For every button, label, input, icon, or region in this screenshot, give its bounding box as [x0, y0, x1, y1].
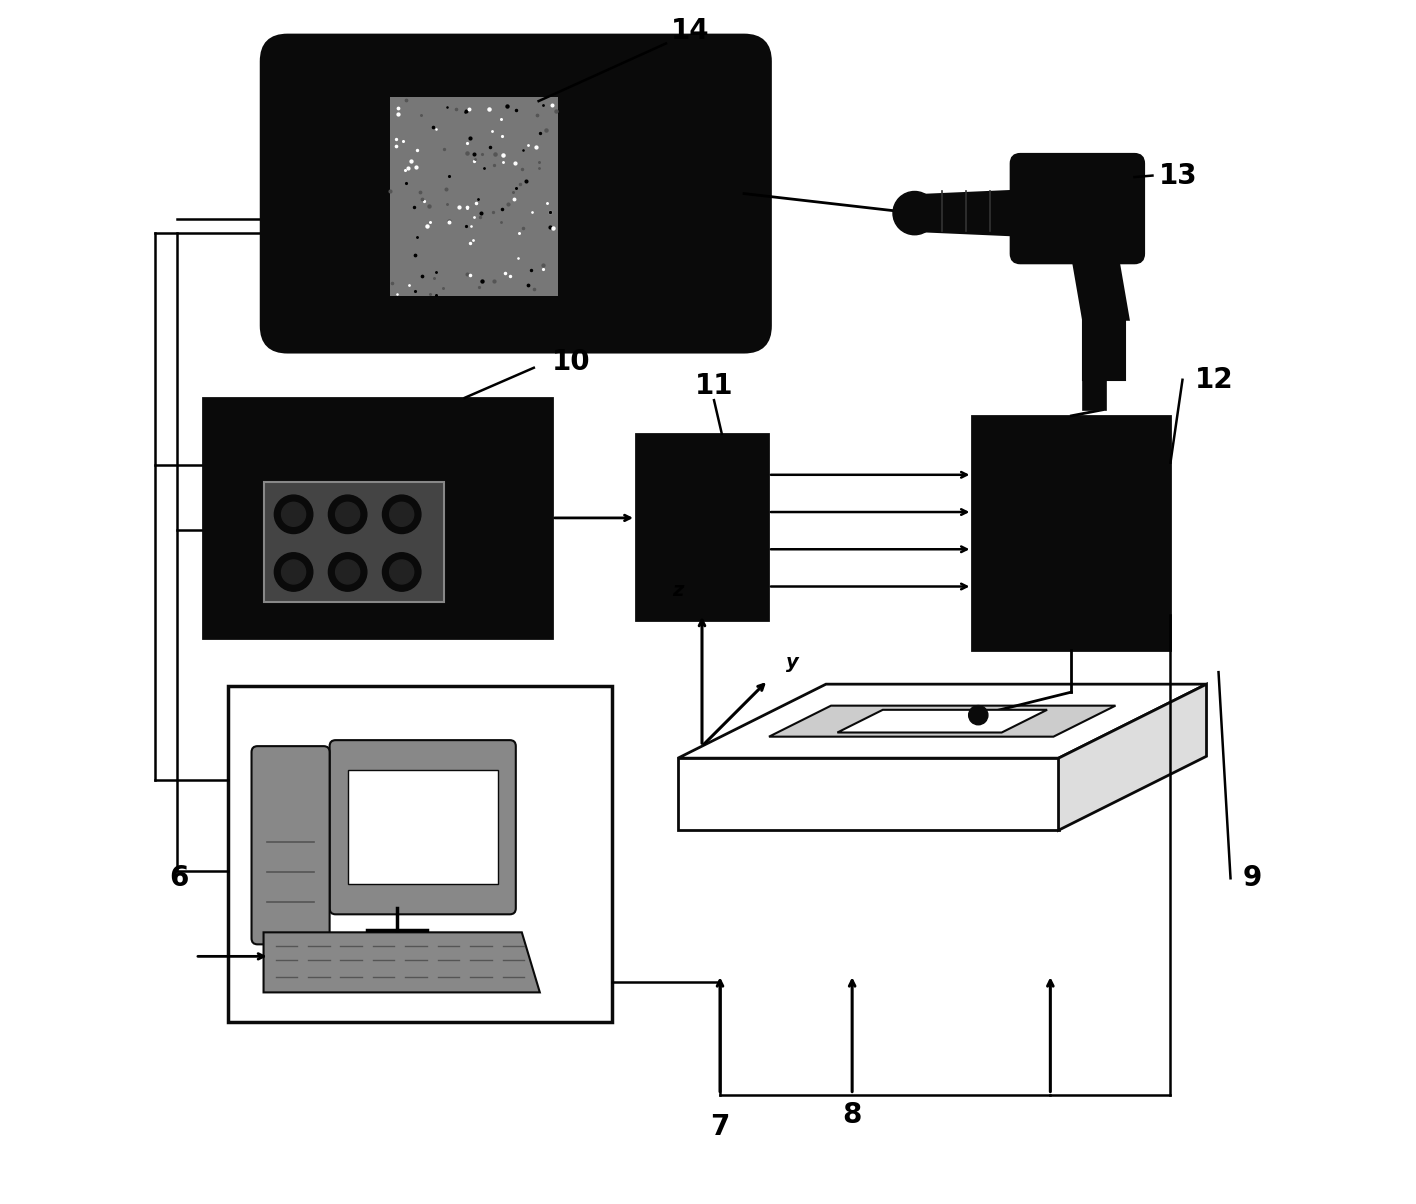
Text: 6: 6	[170, 864, 190, 892]
Text: 14: 14	[671, 17, 709, 46]
Polygon shape	[837, 710, 1046, 732]
Circle shape	[969, 706, 988, 725]
Text: y: y	[786, 653, 799, 672]
Text: 7: 7	[711, 1112, 729, 1140]
Circle shape	[329, 553, 367, 591]
Polygon shape	[1072, 254, 1129, 320]
Text: 8: 8	[843, 1100, 862, 1128]
Bar	[973, 415, 1171, 650]
Polygon shape	[263, 932, 539, 992]
Bar	[636, 433, 767, 620]
Text: 11: 11	[695, 372, 733, 400]
Text: z: z	[673, 582, 684, 600]
Polygon shape	[678, 684, 1206, 759]
Circle shape	[893, 191, 936, 235]
Circle shape	[382, 553, 421, 591]
Polygon shape	[1059, 684, 1206, 831]
Bar	[263, 482, 443, 602]
Bar	[228, 686, 612, 1022]
FancyBboxPatch shape	[261, 35, 770, 352]
Bar	[348, 771, 498, 884]
Text: 12: 12	[1195, 366, 1233, 394]
Circle shape	[275, 495, 313, 533]
FancyBboxPatch shape	[252, 746, 330, 944]
Circle shape	[336, 560, 360, 584]
Polygon shape	[769, 706, 1116, 737]
Circle shape	[382, 495, 421, 533]
Circle shape	[282, 502, 306, 526]
Polygon shape	[678, 759, 1059, 831]
Circle shape	[336, 502, 360, 526]
Text: 10: 10	[552, 348, 590, 376]
Circle shape	[389, 502, 413, 526]
Circle shape	[282, 560, 306, 584]
Circle shape	[329, 495, 367, 533]
Circle shape	[389, 560, 413, 584]
Polygon shape	[1083, 314, 1126, 379]
Polygon shape	[1083, 379, 1106, 409]
FancyBboxPatch shape	[1011, 154, 1144, 264]
Circle shape	[275, 553, 313, 591]
Bar	[204, 397, 552, 638]
Text: 9: 9	[1243, 864, 1262, 892]
Text: 13: 13	[1158, 161, 1197, 189]
Polygon shape	[918, 190, 1021, 236]
Bar	[389, 98, 558, 296]
FancyBboxPatch shape	[330, 740, 515, 914]
